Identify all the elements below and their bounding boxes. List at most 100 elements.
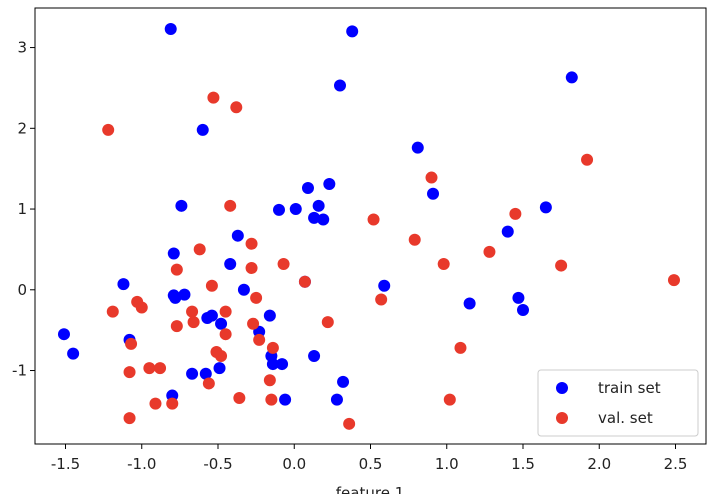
point [123,412,136,425]
point [215,317,228,330]
point [193,243,206,256]
point [201,312,214,325]
point [266,341,279,354]
point [215,349,228,362]
x-tick-label: -1.5 [51,455,80,473]
legend-label: train set [598,379,661,397]
point [463,297,476,310]
point [207,91,220,104]
point [219,305,232,318]
point [187,316,200,329]
point [231,229,244,242]
point [245,261,258,274]
point [170,320,183,333]
point [224,199,237,212]
point [169,291,182,304]
point [154,362,167,375]
point [205,279,218,292]
point [143,362,156,375]
point [186,367,199,380]
point [230,101,243,114]
point [186,305,199,318]
point [367,213,380,226]
legend-box [537,369,699,437]
point [265,393,278,406]
y-tick-label: 1 [17,200,27,218]
y-tick-label: 0 [17,281,27,299]
x-tick-label: 1.0 [435,455,459,473]
point [343,417,356,430]
point [512,291,525,304]
point [263,309,276,322]
point [164,22,177,35]
point [237,283,250,296]
point [334,79,346,92]
point [102,123,115,136]
point [308,349,321,362]
point [224,257,237,270]
x-tick-label: 1.5 [511,455,535,473]
y-tick-label: 3 [17,39,27,57]
point [166,397,179,410]
point [378,279,391,292]
point [170,263,183,276]
point [273,203,285,216]
point [483,245,496,258]
point [375,293,388,306]
point [253,333,266,346]
point [247,317,260,330]
point [323,178,336,191]
legend-marker [556,382,568,394]
point [213,362,226,375]
point [308,211,321,224]
point [443,393,456,406]
point [57,328,70,341]
point [667,274,680,287]
point [509,207,522,220]
point [117,278,130,291]
point [346,25,359,38]
point [149,397,162,410]
point [178,288,191,301]
point [276,358,289,371]
point [321,316,334,329]
point [454,341,467,354]
point [123,366,136,379]
point [337,375,350,388]
point [539,201,552,214]
x-axis-label: feature 1 [336,484,404,494]
point [167,247,180,260]
x-tick-label: 0.5 [359,455,383,473]
point [555,259,568,272]
x-tick-label: 2.5 [664,455,688,473]
y-tick-label: 2 [17,119,27,137]
point [196,123,209,136]
point [219,328,232,341]
point [67,347,80,360]
axes-frame [34,7,707,445]
x-tick-label: 2.0 [587,455,611,473]
point [125,337,138,350]
point [301,182,314,195]
point [298,275,311,288]
legend-label: val. set [598,409,653,427]
x-tick-label: -0.5 [203,455,232,473]
point [437,257,450,270]
point [199,367,212,380]
point [408,233,421,246]
point [263,374,276,387]
point [266,358,279,371]
point [106,305,119,318]
point [279,393,292,406]
point [565,71,578,84]
point [517,303,529,316]
point [317,213,330,226]
point [312,199,325,212]
x-tick-label: -1.0 [127,455,156,473]
point [233,391,246,404]
point [277,257,290,270]
point [425,171,438,184]
point [411,141,424,154]
point [175,199,188,212]
